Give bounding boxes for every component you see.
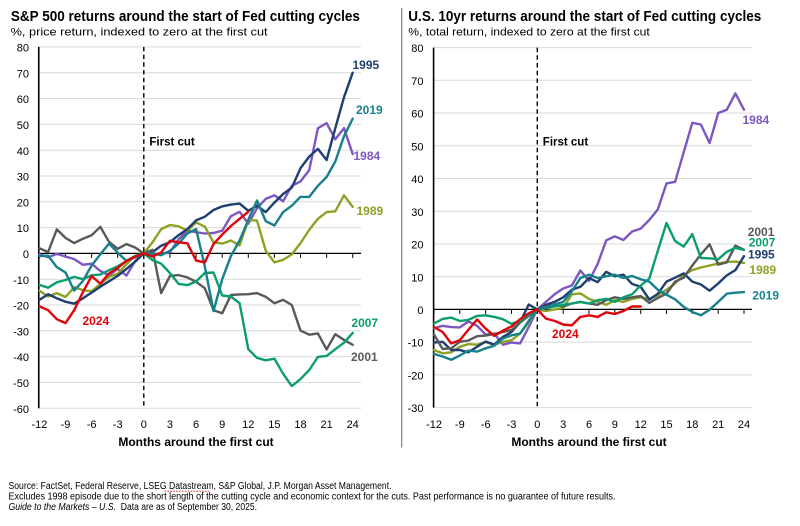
svg-text:24: 24 xyxy=(738,419,750,431)
svg-text:6: 6 xyxy=(586,419,592,431)
svg-text:21: 21 xyxy=(320,419,332,431)
svg-text:First cut: First cut xyxy=(149,136,195,148)
svg-text:S&P 500 returns around the sta: S&P 500 returns around the start of Fed … xyxy=(11,9,360,25)
svg-text:2001: 2001 xyxy=(748,225,775,239)
svg-text:18: 18 xyxy=(686,419,698,431)
svg-text:-9: -9 xyxy=(455,419,465,431)
svg-text:1989: 1989 xyxy=(749,263,776,277)
svg-text:70: 70 xyxy=(411,76,423,88)
svg-text:70: 70 xyxy=(17,68,29,80)
svg-text:Source: FactSet, Federal Reser: Source: FactSet, Federal Reserve, LSEG D… xyxy=(9,481,392,492)
svg-text:12: 12 xyxy=(635,419,647,431)
svg-text:2007: 2007 xyxy=(351,316,378,330)
svg-text:2001: 2001 xyxy=(351,350,378,364)
svg-text:3: 3 xyxy=(560,419,566,431)
svg-text:10: 10 xyxy=(411,272,423,284)
svg-text:6: 6 xyxy=(193,419,199,431)
svg-text:2024: 2024 xyxy=(83,314,110,328)
svg-text:-9: -9 xyxy=(61,419,71,431)
svg-text:-3: -3 xyxy=(507,419,517,431)
svg-text:9: 9 xyxy=(219,419,225,431)
svg-text:30: 30 xyxy=(411,207,423,219)
svg-text:80: 80 xyxy=(411,43,423,55)
svg-text:2024: 2024 xyxy=(552,327,579,341)
svg-text:-10: -10 xyxy=(13,275,29,287)
svg-text:40: 40 xyxy=(17,146,29,158)
svg-text:1995: 1995 xyxy=(748,247,775,261)
svg-text:80: 80 xyxy=(17,43,29,55)
svg-text:Guide to the Markets – U.S.: Guide to the Markets – U.S. xyxy=(9,502,117,513)
svg-text:Months around the first cut: Months around the first cut xyxy=(511,435,666,449)
svg-text:-30: -30 xyxy=(408,403,424,415)
svg-text:15: 15 xyxy=(268,419,280,431)
svg-text:2007: 2007 xyxy=(749,235,776,249)
svg-text:Excludes 1998 episode due to t: Excludes 1998 episode due to the short l… xyxy=(9,492,616,503)
svg-text:First cut: First cut xyxy=(543,136,589,148)
svg-text:0: 0 xyxy=(534,419,540,431)
svg-text:1995: 1995 xyxy=(353,58,380,72)
svg-text:1989: 1989 xyxy=(357,204,384,218)
svg-text:0: 0 xyxy=(23,249,29,261)
svg-text:24: 24 xyxy=(347,419,359,431)
svg-text:-40: -40 xyxy=(13,352,29,364)
svg-text:20: 20 xyxy=(17,197,29,209)
svg-text:30: 30 xyxy=(17,172,29,184)
svg-text:-10: -10 xyxy=(408,338,424,350)
svg-text:-30: -30 xyxy=(13,326,29,338)
svg-text:Data are as of September 30, 2: Data are as of September 30, 2025. xyxy=(121,502,257,513)
svg-text:2019: 2019 xyxy=(752,289,779,303)
svg-text:60: 60 xyxy=(411,109,423,121)
svg-text:21: 21 xyxy=(712,419,724,431)
svg-text:12: 12 xyxy=(242,419,254,431)
svg-text:1984: 1984 xyxy=(743,113,770,127)
svg-text:-20: -20 xyxy=(408,371,424,383)
svg-text:50: 50 xyxy=(17,120,29,132)
svg-text:15: 15 xyxy=(660,419,672,431)
svg-text:-50: -50 xyxy=(13,378,29,390)
svg-text:20: 20 xyxy=(411,240,423,252)
svg-text:-12: -12 xyxy=(31,419,47,431)
svg-text:%, total return, indexed to ze: %, total return, indexed to zero at the … xyxy=(408,27,650,39)
svg-text:9: 9 xyxy=(612,419,618,431)
svg-text:1984: 1984 xyxy=(354,149,381,163)
svg-text:40: 40 xyxy=(411,174,423,186)
svg-text:10: 10 xyxy=(17,223,29,235)
svg-text:U.S. 10yr returns around the s: U.S. 10yr returns around the start of Fe… xyxy=(408,9,761,25)
svg-text:18: 18 xyxy=(294,419,306,431)
svg-text:%, price return, indexed to ze: %, price return, indexed to zero at the … xyxy=(11,27,269,39)
svg-text:Months around the first cut: Months around the first cut xyxy=(118,435,273,449)
svg-text:0: 0 xyxy=(417,305,423,317)
svg-text:-20: -20 xyxy=(13,301,29,313)
svg-text:-60: -60 xyxy=(13,404,29,416)
svg-text:-3: -3 xyxy=(113,419,123,431)
svg-text:0: 0 xyxy=(141,419,147,431)
svg-text:50: 50 xyxy=(411,141,423,153)
svg-text:-12: -12 xyxy=(426,419,442,431)
svg-text:-6: -6 xyxy=(481,419,491,431)
svg-text:3: 3 xyxy=(167,419,173,431)
svg-text:2019: 2019 xyxy=(356,103,383,117)
svg-text:60: 60 xyxy=(17,94,29,106)
svg-text:-6: -6 xyxy=(87,419,97,431)
